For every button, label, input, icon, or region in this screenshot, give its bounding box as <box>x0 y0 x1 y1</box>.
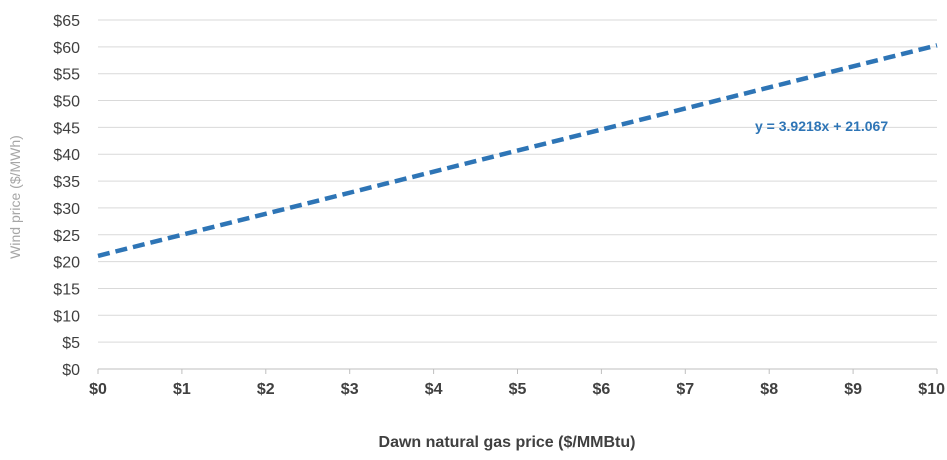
x-tick-label: $0 <box>89 381 107 398</box>
y-axis-label: Wind price ($/MWh) <box>7 135 23 259</box>
gridlines <box>97 19 938 374</box>
x-tick-label: $4 <box>425 381 443 398</box>
y-tick-label: $50 <box>53 94 80 111</box>
y-tick-label: $25 <box>53 228 80 245</box>
y-tick-label: $5 <box>62 335 80 352</box>
x-tick-label: $1 <box>173 381 191 398</box>
y-tick-label: $35 <box>53 174 80 191</box>
y-tick-labels: $0 $5 $10 $15 $20 $25 $30 $35 $40 $45 $50 $55 $60 $65 <box>53 13 80 379</box>
y-tick-label: $15 <box>53 281 80 298</box>
x-tick-label: $5 <box>509 381 527 398</box>
x-tick-label: $3 <box>341 381 359 398</box>
trendline-equation: y = 3.9218x + 21.067 <box>755 118 888 134</box>
y-tick-label: $20 <box>53 255 80 272</box>
y-tick-label: $60 <box>53 40 80 57</box>
y-tick-label: $30 <box>53 201 80 218</box>
trendline <box>97 43 938 259</box>
series-layer <box>97 43 938 259</box>
x-tick-label: $2 <box>257 381 275 398</box>
x-tick-label: $8 <box>760 381 778 398</box>
x-axis-label: Dawn natural gas price ($/MMBtu) <box>379 434 636 451</box>
x-tick-label: $9 <box>844 381 862 398</box>
x-tick-label: $6 <box>593 381 611 398</box>
y-tick-label: $45 <box>53 120 80 137</box>
x-tick-labels: $0 $1 $2 $3 $4 $5 $6 $7 $8 $9 $10 <box>89 381 945 398</box>
y-tick-label: $0 <box>62 362 80 379</box>
y-tick-label: $10 <box>53 308 80 325</box>
y-tick-label: $55 <box>53 67 80 84</box>
x-tick-label: $10 <box>918 381 945 398</box>
x-tick-label: $7 <box>676 381 694 398</box>
y-tick-label: $40 <box>53 147 80 164</box>
y-tick-label: $65 <box>53 13 80 30</box>
